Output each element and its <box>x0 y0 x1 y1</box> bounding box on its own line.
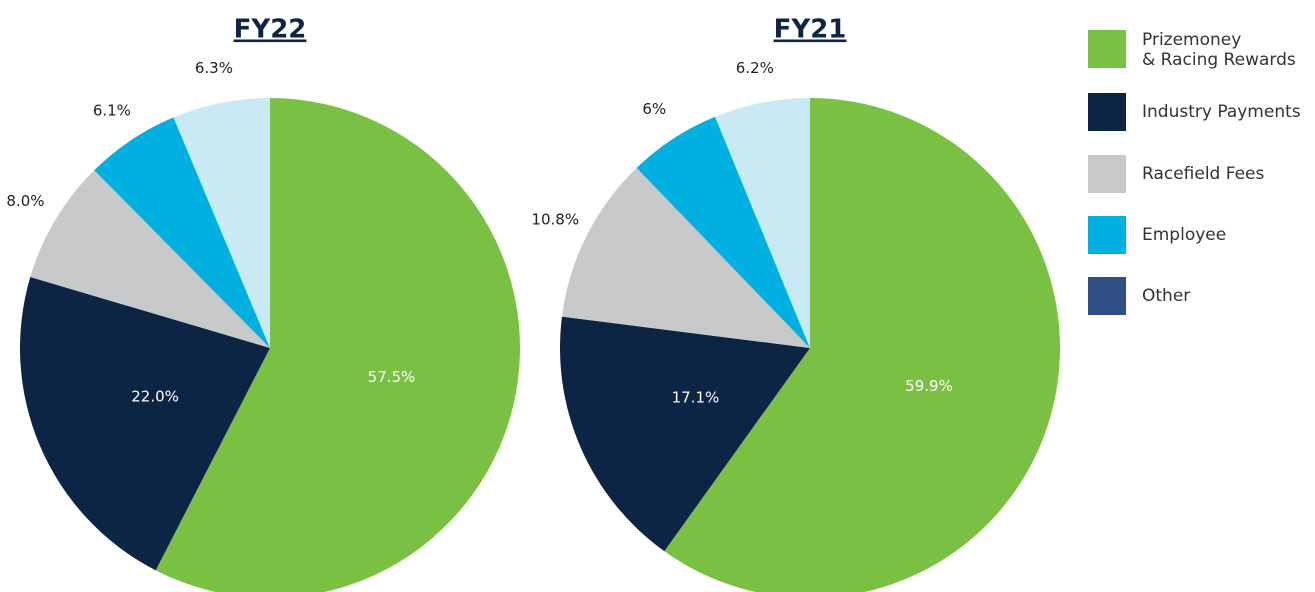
pie-slice <box>561 167 810 348</box>
pie-slice <box>664 98 1060 592</box>
legend-swatch <box>1088 93 1126 131</box>
pie-slice <box>559 316 810 552</box>
data-label: 10.8% <box>531 211 579 229</box>
data-label: 22.0% <box>131 388 179 406</box>
legend-swatch <box>1088 155 1126 193</box>
legend-label: Racefield Fees <box>1142 164 1265 184</box>
legend-label: Prizemoney & Racing Rewards <box>1142 30 1296 70</box>
charts: FY22 57.5% 22.0% 8.0% 6.1% 6.3% FY21 59.9% 17.1%… <box>6 15 1060 592</box>
legend-swatch <box>1088 30 1126 68</box>
data-label: 6.1% <box>93 101 131 119</box>
pie-slice <box>173 98 270 348</box>
pie-slice <box>715 98 810 348</box>
pie-slice <box>30 170 271 348</box>
legend-label: Other <box>1142 286 1191 306</box>
data-label: 8.0% <box>6 192 44 210</box>
legend-swatch <box>1088 277 1126 315</box>
legend-label: Employee <box>1142 225 1227 245</box>
chart-title: FY21 <box>774 15 847 45</box>
legend-swatch <box>1088 216 1126 254</box>
data-label: 17.1% <box>672 389 720 407</box>
data-label: 6.2% <box>736 59 774 77</box>
data-label: 59.9% <box>905 377 953 395</box>
data-label: 6.3% <box>195 59 233 77</box>
pie-slice <box>20 277 271 571</box>
legend-label: Industry Payments <box>1142 102 1301 122</box>
pie-slice <box>94 117 271 348</box>
pie-slice <box>155 98 520 592</box>
data-label: 57.5% <box>368 368 416 386</box>
data-label: 6% <box>642 100 666 118</box>
chart-title: FY22 <box>234 15 307 45</box>
pie-slice <box>636 116 810 348</box>
